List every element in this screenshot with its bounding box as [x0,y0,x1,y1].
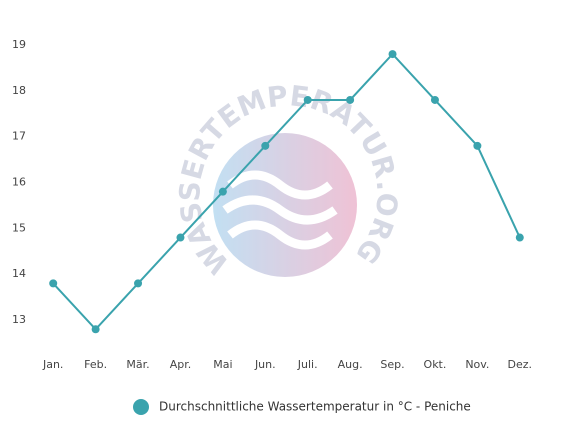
point [388,50,397,59]
x-tick-label: Feb. [84,358,107,371]
x-tick-label: Nov. [465,358,489,371]
x-tick-label: Mär. [126,358,149,371]
x-tick-label: Sep. [380,358,404,371]
y-tick-label: 17 [12,130,26,143]
point [303,95,312,104]
y-tick-label: 18 [12,84,26,97]
x-tick-label: Jan. [42,358,63,371]
y-tick-label: 15 [12,221,26,234]
y-tick-label: 13 [12,313,26,326]
point [91,325,100,334]
x-tick-label: Juli. [297,358,318,371]
point [515,233,524,242]
watermark-waves [222,170,338,250]
line [52,52,521,331]
point [218,187,227,196]
x-tick-label: Mai [213,358,232,371]
x-tick-label: Jun. [254,358,276,371]
point [134,279,143,288]
y-tick-label: 14 [12,267,26,280]
y-tick-label: 19 [12,38,26,51]
point [473,141,482,150]
x-tick-label: Aug. [338,358,363,371]
y-tick-label: 16 [12,176,26,189]
point [176,233,185,242]
watermark: WASSERTEMPERATUR.ORG [173,79,402,280]
x-tick-label: Apr. [170,358,192,371]
point [430,95,439,104]
point [49,279,58,288]
point [261,141,270,150]
legend-marker [133,399,149,415]
x-tick-label: Okt. [424,358,447,371]
legend-label: Durchschnittliche Wassertemperatur in °C… [159,400,471,414]
x-tick-label: Dez. [508,358,533,371]
point [346,95,355,104]
